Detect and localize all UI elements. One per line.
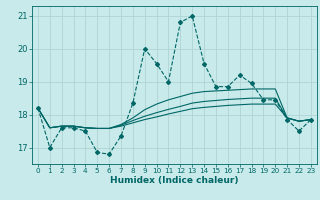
X-axis label: Humidex (Indice chaleur): Humidex (Indice chaleur) — [110, 176, 239, 185]
